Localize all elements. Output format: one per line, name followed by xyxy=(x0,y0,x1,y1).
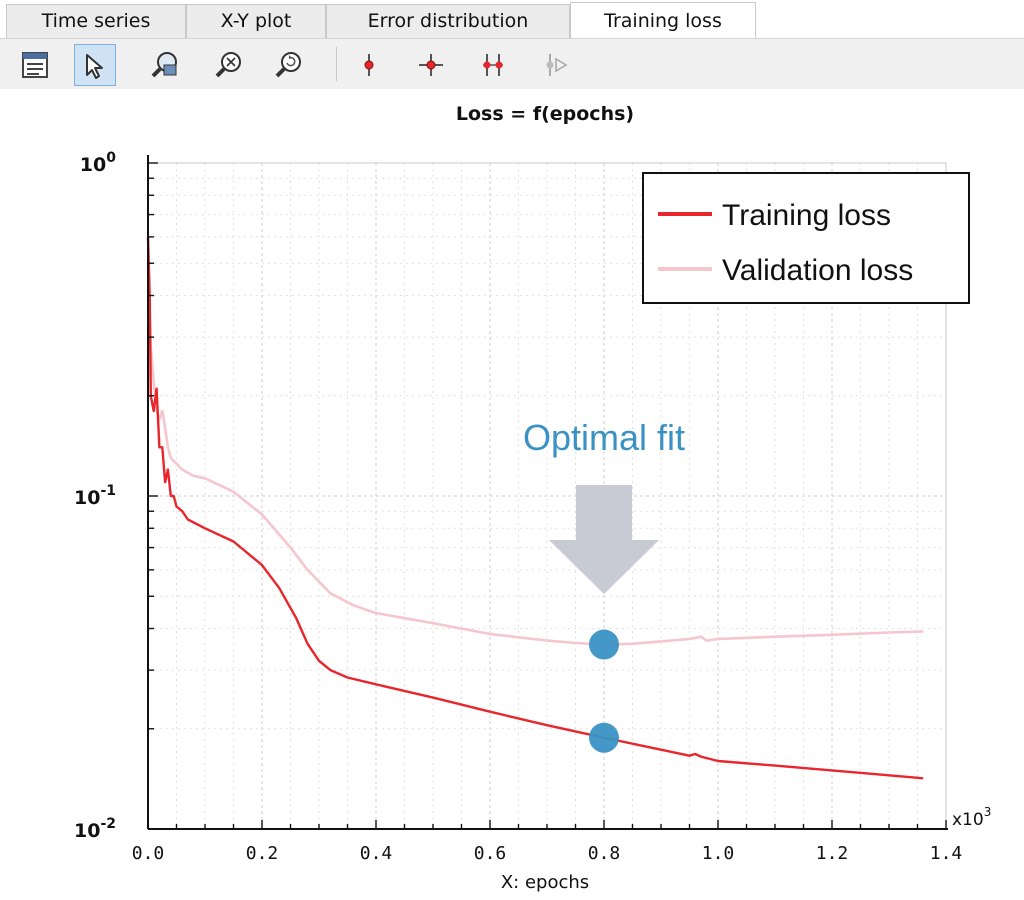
optimal-fit-annotation: Optimal fit xyxy=(523,417,685,753)
x-tick-label: 0.4 xyxy=(360,843,393,864)
toolbar-separator xyxy=(336,47,337,81)
x-tick-label: 0.0 xyxy=(132,843,165,864)
marker-play-icon xyxy=(546,54,568,76)
zoom-reset-button[interactable] xyxy=(268,44,310,86)
marker-vertical-icon xyxy=(364,54,374,76)
x-tick-label: 1.4 xyxy=(930,843,963,864)
tab-error-distribution[interactable]: Error distribution xyxy=(326,4,570,38)
optimal-fit-marker xyxy=(589,722,619,753)
x-tick-labels: 0.0 0.2 0.4 0.6 0.8 1.0 1.2 1.4 xyxy=(132,843,963,864)
optimal-fit-marker xyxy=(589,629,619,660)
x-tick-label: 0.6 xyxy=(474,843,507,864)
cursor-select-icon xyxy=(86,54,103,79)
optimal-fit-label: Optimal fit xyxy=(523,417,685,458)
x-tick-label: 1.0 xyxy=(702,843,735,864)
y-tick-labels: 100 10-1 10-2 xyxy=(74,150,116,842)
zoom-out-button[interactable] xyxy=(208,44,250,86)
zoom-out-icon xyxy=(215,52,241,78)
tab-training-loss[interactable]: Training loss xyxy=(570,2,756,39)
toolbar xyxy=(0,38,1024,89)
tab-x-y-plot[interactable]: X-Y plot xyxy=(186,4,326,38)
properties-icon xyxy=(22,52,48,78)
y-tick-label: 10-2 xyxy=(74,816,116,842)
chart-title: Loss = f(epochs) xyxy=(456,103,634,125)
x-tick-label: 0.8 xyxy=(588,843,621,864)
legend-label-training-loss: Training loss xyxy=(722,199,891,232)
x-multiplier-base: x10 xyxy=(952,810,984,830)
properties-button[interactable] xyxy=(14,44,56,86)
x-axis-label: X: epochs xyxy=(501,872,589,893)
marker-vertical-button[interactable] xyxy=(348,44,390,86)
x-multiplier-exponent: 3 xyxy=(984,805,992,819)
zoom-region-icon xyxy=(151,52,177,78)
legend: Training loss Validation loss xyxy=(642,172,970,304)
zoom-reset-icon xyxy=(275,52,301,78)
marker-play-button[interactable] xyxy=(534,44,576,86)
series-line-validation-loss xyxy=(146,263,924,646)
legend-box xyxy=(642,172,970,304)
series-layer xyxy=(146,236,924,780)
tab-bar: Time series X-Y plot Error distribution … xyxy=(0,0,1024,39)
x-tick-label: 0.2 xyxy=(246,843,279,864)
cursor-select-button[interactable] xyxy=(74,44,116,86)
optimal-fit-arrow xyxy=(549,485,659,594)
tab-time-series[interactable]: Time series xyxy=(6,4,186,38)
grid xyxy=(148,163,946,829)
series-line-training-loss xyxy=(146,236,924,780)
marker-crosshair-icon xyxy=(419,54,443,76)
marker-double-button[interactable] xyxy=(472,44,514,86)
marker-double-icon xyxy=(483,54,503,76)
marker-crosshair-button[interactable] xyxy=(410,44,452,86)
axes xyxy=(147,155,948,830)
y-tick-label: 100 xyxy=(80,150,116,176)
legend-label-validation-loss: Validation loss xyxy=(722,254,913,287)
zoom-region-button[interactable] xyxy=(144,44,186,86)
x-tick-label: 1.2 xyxy=(816,843,849,864)
x-multiplier-label: x103 xyxy=(952,805,991,830)
loss-chart: Loss = f(epochs) 0.0 0.2 0.4 0.6 0.8 1.0 1.2 1.… xyxy=(74,103,991,893)
y-tick-label: 10-1 xyxy=(74,483,116,509)
